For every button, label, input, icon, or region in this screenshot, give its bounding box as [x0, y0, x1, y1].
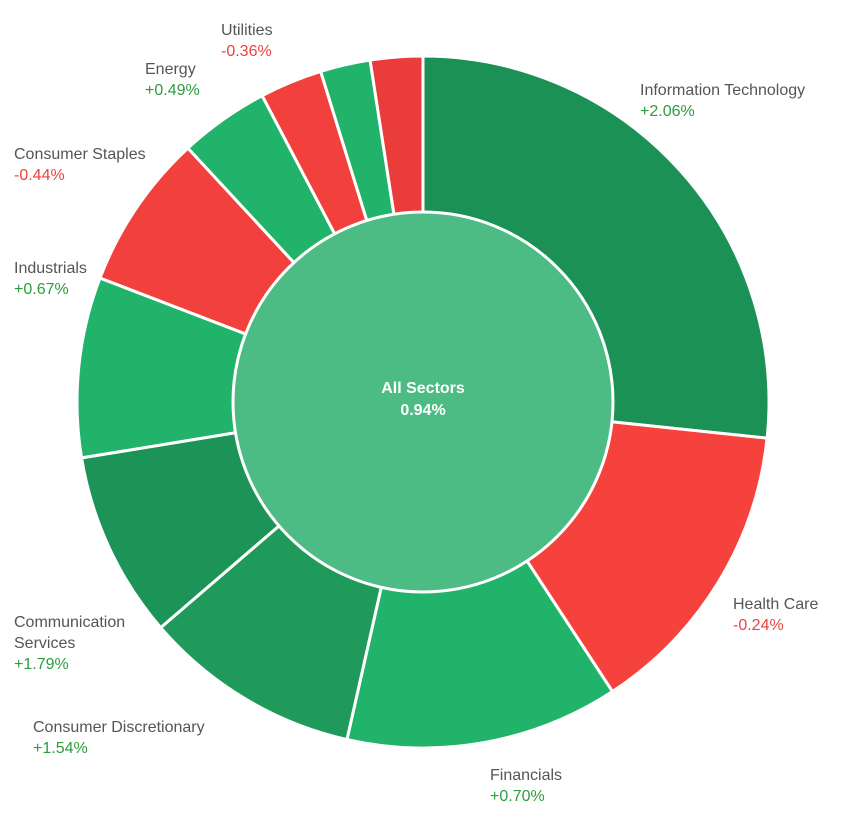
center-label[interactable]: All Sectors 0.94% — [323, 378, 523, 422]
label-utilities: Utilities -0.36% — [221, 20, 273, 62]
label-name: Financials — [490, 767, 563, 784]
label-energy: Energy +0.49% — [145, 59, 200, 101]
label-health-care: Health Care -0.24% — [733, 594, 818, 636]
label-name: Consumer Staples — [14, 146, 146, 163]
label-name: Communication — [14, 614, 126, 631]
label-communication-services: Communication Services +1.79% — [14, 612, 125, 675]
label-change: +0.49% — [145, 82, 200, 99]
label-name: Industrials — [14, 260, 87, 277]
center-title: All Sectors — [381, 380, 465, 397]
center-value: 0.94% — [400, 402, 446, 419]
label-name: Consumer Discretionary — [33, 719, 205, 736]
label-name: Services — [14, 635, 76, 652]
label-name: Energy — [145, 61, 196, 78]
label-change: +1.54% — [33, 740, 88, 757]
label-financials: Financials +0.70% — [490, 765, 562, 807]
label-change: -0.24% — [733, 617, 784, 634]
label-change: -0.44% — [14, 167, 65, 184]
label-change: +0.67% — [14, 281, 69, 298]
label-change: -0.36% — [221, 43, 272, 60]
label-consumer-staples: Consumer Staples -0.44% — [14, 144, 146, 186]
label-industrials: Industrials +0.67% — [14, 258, 87, 300]
label-consumer-discretionary: Consumer Discretionary +1.54% — [33, 717, 205, 759]
label-change: +2.06% — [640, 103, 695, 120]
label-name: Health Care — [733, 596, 819, 613]
label-change: +0.70% — [490, 788, 545, 805]
center-circle-all-sectors[interactable] — [231, 210, 615, 594]
label-name: Utilities — [221, 22, 273, 39]
label-change: +1.79% — [14, 656, 69, 673]
label-information-technology: Information Technology +2.06% — [640, 80, 805, 122]
label-name: Information Technology — [640, 82, 806, 99]
